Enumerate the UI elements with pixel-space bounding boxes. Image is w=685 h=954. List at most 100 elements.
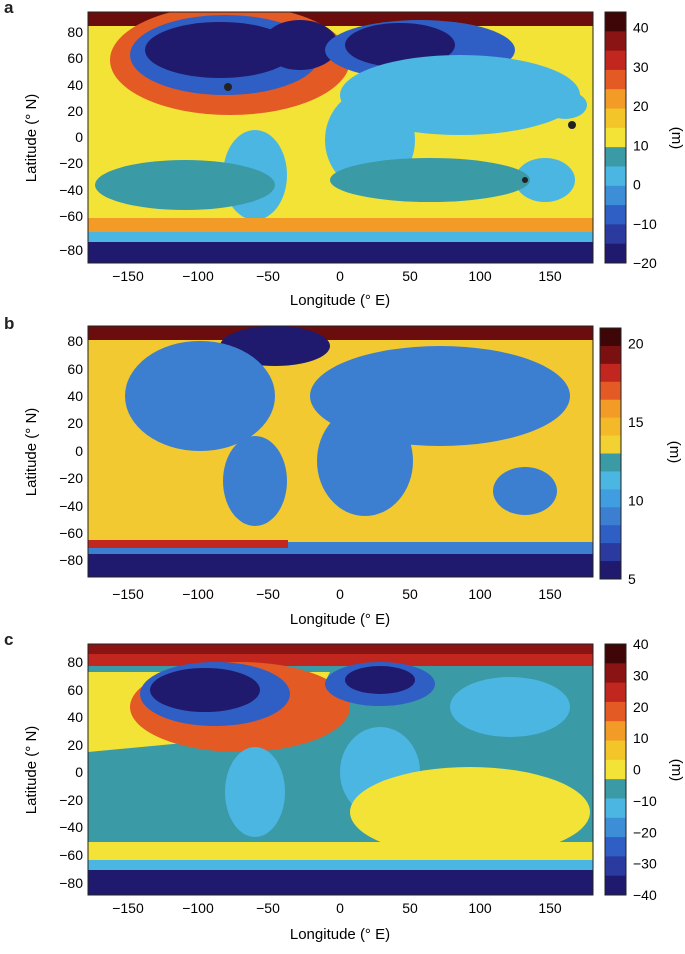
lat-tick-label: −80 bbox=[59, 552, 83, 568]
lon-tick-label: −150 bbox=[112, 900, 144, 916]
lon-tick-label: −100 bbox=[182, 900, 214, 916]
y-axis-label: Latitude (° N) bbox=[23, 726, 40, 815]
lat-tick-label: 0 bbox=[75, 443, 83, 459]
colorbar-segment bbox=[600, 417, 621, 437]
lon-tick-label: −50 bbox=[256, 900, 280, 916]
colorbar-tick-label: 30 bbox=[633, 667, 649, 683]
lon-tick-label: −100 bbox=[182, 268, 214, 284]
y-axis-label: Latitude (° N) bbox=[23, 94, 40, 183]
lat-tick-label: −20 bbox=[59, 470, 83, 486]
lat-tick-label: −40 bbox=[59, 819, 83, 835]
colorbar-tick-label: 40 bbox=[633, 20, 649, 36]
colorbar-segment bbox=[605, 875, 626, 896]
lon-tick-label: 0 bbox=[336, 900, 344, 916]
colorbar-tick-label: −20 bbox=[633, 255, 657, 271]
colorbar-tick-label: 5 bbox=[628, 571, 636, 587]
colorbar-tick-label: −20 bbox=[633, 824, 657, 840]
colorbar-segment bbox=[600, 525, 621, 544]
colorbar-segment bbox=[605, 12, 626, 32]
colorbar-segment bbox=[600, 435, 621, 454]
colorbar-tick-label: 0 bbox=[633, 762, 641, 778]
lat-tick-label: 0 bbox=[75, 129, 83, 145]
panel-letter: b bbox=[4, 314, 15, 333]
colorbar-segment bbox=[605, 205, 626, 225]
colorbar-segment bbox=[605, 31, 626, 52]
colorbar-segment bbox=[605, 127, 626, 148]
colorbar-segment bbox=[605, 166, 626, 187]
colorbar-segment bbox=[605, 69, 626, 90]
lat-tick-label: 60 bbox=[67, 361, 83, 377]
lat-tick-label: −80 bbox=[59, 875, 83, 891]
panel-b: b Latitude (° N) 80 60 40 20 0 −20 −4 bbox=[0, 314, 685, 632]
lat-tick-labels: 80 60 40 20 0 −20 −40 −60 −80 bbox=[59, 333, 83, 568]
colorbar-tick-label: 40 bbox=[633, 636, 649, 652]
colorbar-segment bbox=[600, 561, 621, 580]
panel-c: c Latitude (° N) 80 60 bbox=[0, 630, 685, 949]
map-figure: Latitude (° N) 80 60 40 20 0 bbox=[23, 636, 685, 943]
colorbar-tick-label: −10 bbox=[633, 216, 657, 232]
colorbar-segment bbox=[605, 759, 626, 780]
colorbar-segment bbox=[605, 701, 626, 722]
colorbar-segment bbox=[605, 856, 626, 877]
lat-tick-label: 40 bbox=[67, 388, 83, 404]
lat-tick-label: −60 bbox=[59, 208, 83, 224]
lon-tick-label: −50 bbox=[256, 268, 280, 284]
colorbar-segment bbox=[600, 381, 621, 401]
colorbar-segment bbox=[605, 243, 626, 264]
colorbar-segment bbox=[600, 543, 621, 562]
colorbar-tick-label: −30 bbox=[633, 856, 657, 872]
colorbar-segment bbox=[605, 721, 626, 742]
lat-tick-label: 80 bbox=[67, 333, 83, 349]
lon-tick-label: 150 bbox=[538, 268, 562, 284]
colorbar-tick-label: 20 bbox=[628, 336, 644, 352]
lat-tick-labels: 80 60 40 20 0 −20 −40 −60 −80 bbox=[59, 654, 83, 891]
colorbar-segment bbox=[605, 644, 626, 664]
colorbar-unit-label: (m) bbox=[668, 127, 685, 150]
lon-tick-label: −100 bbox=[182, 586, 214, 602]
map-area bbox=[88, 326, 593, 577]
colorbar-tick-label: 10 bbox=[633, 730, 649, 746]
panel-a: a Latitude (° N) bbox=[0, 0, 685, 316]
lon-tick-label: 100 bbox=[468, 268, 492, 284]
lat-tick-label: −20 bbox=[59, 155, 83, 171]
lon-tick-label: 150 bbox=[538, 586, 562, 602]
colorbar-tick-label: 20 bbox=[633, 699, 649, 715]
colorbar-segment bbox=[605, 147, 626, 167]
colorbar-segment bbox=[605, 89, 626, 110]
map-area bbox=[88, 644, 593, 895]
lat-tick-label: −20 bbox=[59, 792, 83, 808]
colorbar: 40 30 20 10 0 −10 −20 bbox=[604, 11, 657, 271]
lon-tick-label: 50 bbox=[402, 586, 418, 602]
x-axis-label: Longitude (° E) bbox=[290, 611, 390, 628]
colorbar-tick-label: 10 bbox=[633, 137, 649, 153]
lon-tick-label: −150 bbox=[112, 268, 144, 284]
colorbar-segment bbox=[605, 224, 626, 245]
colorbar-segment bbox=[605, 50, 626, 71]
colorbar: 20 15 10 5 bbox=[599, 327, 644, 587]
colorbar-segment bbox=[600, 363, 621, 383]
lat-tick-label: 40 bbox=[67, 77, 83, 93]
lat-tick-label: 20 bbox=[67, 103, 83, 119]
map-figure: Latitude (° N) 80 60 40 20 0 −20 −40 −60… bbox=[23, 325, 683, 628]
colorbar-segment bbox=[600, 345, 621, 365]
lat-tick-label: 0 bbox=[75, 764, 83, 780]
lat-tick-label: −40 bbox=[59, 498, 83, 514]
lon-tick-label: 50 bbox=[402, 268, 418, 284]
lat-tick-label: 20 bbox=[67, 415, 83, 431]
colorbar-segment bbox=[605, 798, 626, 819]
lon-tick-labels: −150 −100 −50 0 50 100 150 bbox=[112, 268, 562, 284]
lon-tick-label: 50 bbox=[402, 900, 418, 916]
colorbar-segment bbox=[600, 453, 621, 472]
lat-tick-label: 60 bbox=[67, 682, 83, 698]
lon-tick-label: −50 bbox=[256, 586, 280, 602]
colorbar-segment bbox=[605, 185, 626, 206]
map-area bbox=[88, 12, 593, 263]
lat-tick-labels: 80 60 40 20 0 −20 −40 −60 −80 bbox=[59, 24, 83, 258]
colorbar-segment bbox=[605, 779, 626, 799]
colorbar-tick-label: 30 bbox=[633, 59, 649, 75]
panel-letter: a bbox=[4, 0, 14, 17]
colorbar-segment bbox=[600, 489, 621, 508]
lat-tick-label: 40 bbox=[67, 709, 83, 725]
colorbar-segment bbox=[605, 740, 626, 761]
colorbar-segment bbox=[605, 817, 626, 838]
